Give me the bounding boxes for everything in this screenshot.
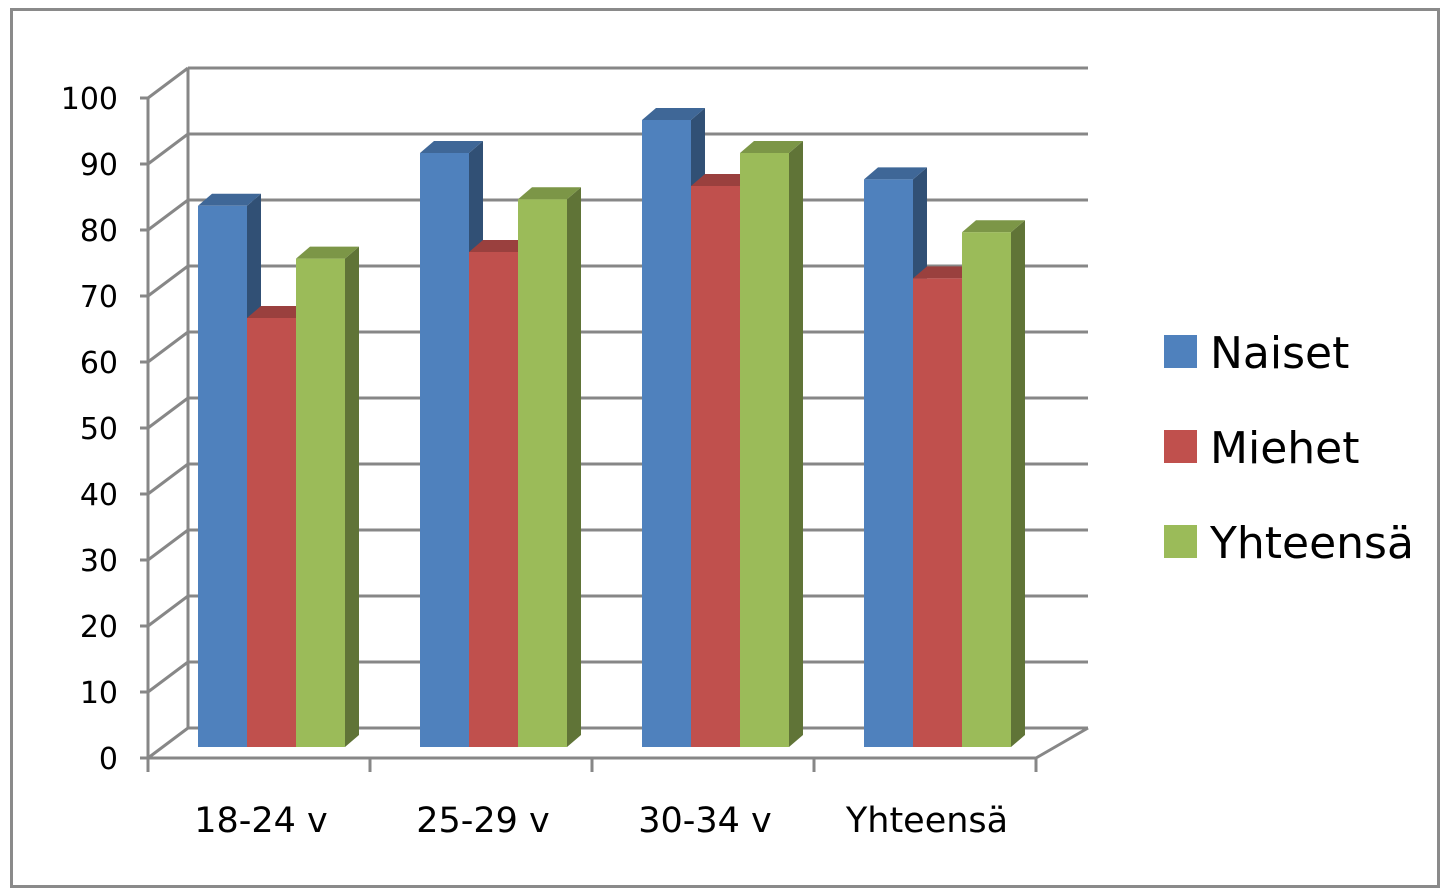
bars (198, 108, 1025, 748)
bar-top (913, 266, 976, 279)
gridline-diagonal (147, 726, 189, 760)
legend-swatch (1164, 430, 1197, 463)
gridline-diagonal (147, 66, 189, 100)
y-tick-label: 100 (61, 82, 118, 117)
x-tick-label: 25-29 v (416, 801, 550, 841)
bar-top (962, 220, 1025, 233)
gridline-diagonal (147, 198, 189, 232)
bar-side (345, 246, 359, 747)
bar-front (642, 120, 691, 747)
bar-front (469, 252, 518, 747)
x-tick-label: 18-24 v (194, 801, 328, 841)
gridline-diagonal (147, 264, 189, 298)
legend-label: Miehet (1210, 423, 1359, 474)
bar-front (420, 153, 469, 747)
legend-swatch (1164, 335, 1197, 368)
bar-top (691, 174, 754, 186)
bar (296, 246, 359, 747)
gridline-diagonal (147, 396, 189, 430)
y-tick-label: 90 (80, 148, 118, 183)
bar-top (740, 141, 803, 153)
floor-edge (1035, 726, 1089, 760)
bar-top (247, 306, 310, 318)
bar-front (518, 199, 567, 747)
legend-label: Yhteensä (1209, 518, 1414, 569)
gridline-diagonal (147, 330, 189, 364)
y-tick-label: 30 (80, 544, 118, 579)
gridline-diagonal (147, 660, 189, 694)
bar-top (469, 240, 532, 252)
bar-front (247, 318, 296, 747)
gridline-diagonal (147, 594, 189, 628)
bar-front (198, 205, 247, 748)
bar (518, 187, 581, 747)
y-axis-ticks: 0 10 20 30 40 50 60 70 80 90 100 (61, 82, 150, 777)
bar-front (913, 278, 962, 747)
bar-front (691, 186, 740, 747)
bar-top (198, 193, 261, 206)
bar-top (642, 108, 705, 120)
x-tick-label: Yhteensä (845, 801, 1008, 841)
legend: Naiset Miehet Yhteensä (1164, 328, 1414, 569)
y-tick-label: 80 (80, 214, 118, 249)
x-axis: 18-24 v 25-29 v 30-34 v Yhteensä (146, 756, 1038, 841)
bar-side (789, 141, 803, 747)
y-tick-label: 10 (80, 676, 118, 711)
y-tick-label: 40 (80, 478, 118, 513)
y-tick-label: 50 (80, 412, 118, 447)
bar-top (864, 167, 927, 180)
y-tick-label: 70 (80, 280, 118, 315)
bar-front (962, 232, 1011, 747)
y-tick-label: 60 (80, 346, 118, 381)
gridline-diagonal (147, 462, 189, 496)
bar-front (864, 179, 913, 747)
bar-front (740, 153, 789, 747)
bar-top (420, 141, 483, 153)
bar (962, 220, 1025, 747)
legend-swatch (1164, 525, 1197, 558)
legend-label: Naiset (1210, 328, 1349, 379)
bar-side (567, 187, 581, 747)
bar (740, 141, 803, 747)
y-tick-label: 20 (80, 610, 118, 645)
bar-front (296, 258, 345, 747)
gridline-diagonal (147, 528, 189, 562)
bar-top (296, 246, 359, 259)
bar-side (1011, 220, 1025, 747)
bar-top (518, 187, 581, 200)
y-tick-label: 0 (99, 742, 118, 777)
x-tick-label: 30-34 v (638, 801, 772, 841)
gridline-diagonal (147, 132, 189, 166)
